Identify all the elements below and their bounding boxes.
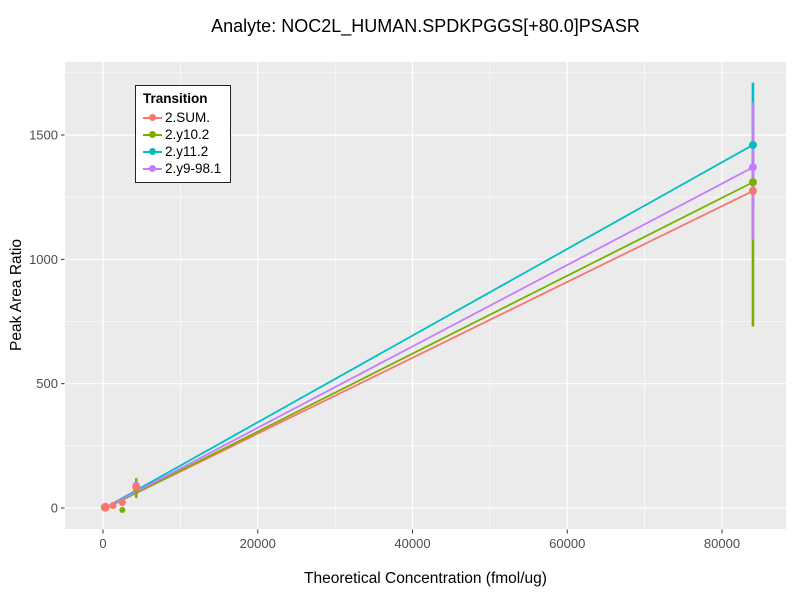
data-point bbox=[100, 502, 110, 512]
data-point bbox=[132, 482, 141, 491]
legend-title: Transition bbox=[143, 91, 208, 106]
legend-item: 2.y10.2 bbox=[143, 126, 221, 143]
legend-item: 2.y11.2 bbox=[143, 143, 221, 160]
legend-item: 2.y9-98.1 bbox=[143, 160, 221, 177]
legend-item-label: 2.SUM. bbox=[165, 110, 211, 125]
data-point bbox=[748, 186, 757, 195]
x-tick-label: 20000 bbox=[240, 536, 276, 551]
data-point bbox=[119, 506, 126, 513]
y-tick-label: 1500 bbox=[29, 128, 58, 143]
data-point bbox=[748, 163, 757, 172]
x-tick-label: 0 bbox=[99, 536, 106, 551]
x-tick-label: 80000 bbox=[704, 536, 740, 551]
line-dot-key-icon bbox=[143, 127, 162, 142]
legend-item: 2.SUM. bbox=[143, 109, 221, 126]
y-tick-label: 1000 bbox=[29, 252, 58, 267]
line-dot-key-icon bbox=[143, 161, 162, 176]
x-axis-title: Theoretical Concentration (fmol/ug) bbox=[304, 570, 547, 587]
legend-item-label: 2.y10.2 bbox=[165, 127, 210, 142]
chart-title: Analyte: NOC2L_HUMAN.SPDKPGGS[+80.0]PSAS… bbox=[211, 16, 640, 36]
data-point bbox=[748, 178, 757, 187]
legend-item-label: 2.y11.2 bbox=[165, 144, 209, 159]
series-line bbox=[109, 190, 754, 507]
data-point bbox=[118, 499, 126, 507]
data-point bbox=[109, 502, 117, 510]
data-point bbox=[748, 140, 757, 149]
x-tick-label: 40000 bbox=[394, 536, 430, 551]
series-line bbox=[109, 144, 754, 506]
x-tick-label: 60000 bbox=[549, 536, 585, 551]
legend-item-label: 2.y9-98.1 bbox=[165, 161, 222, 176]
line-dot-key-icon bbox=[143, 144, 162, 159]
y-tick-label: 0 bbox=[51, 501, 58, 516]
legend: Transition 2.SUM. 2.y10.2 2.y11.2 2.y9-9… bbox=[135, 85, 232, 183]
series-line bbox=[109, 181, 754, 507]
series-line bbox=[109, 166, 754, 507]
line-dot-key-icon bbox=[143, 110, 162, 125]
y-tick-label: 500 bbox=[36, 376, 58, 391]
